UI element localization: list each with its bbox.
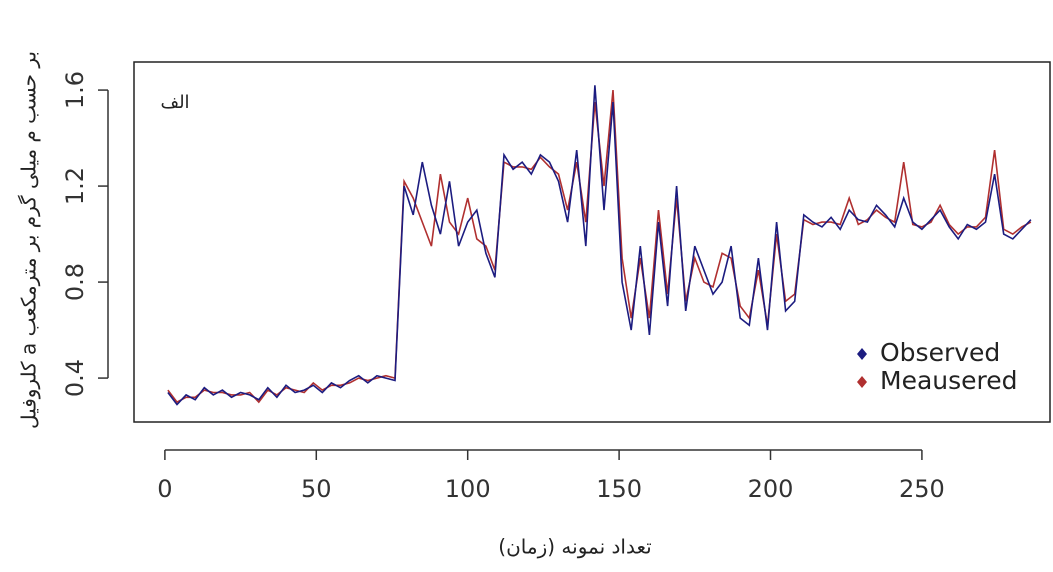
x-tick-label: 150 [596, 475, 642, 503]
y-tick-label: 1.2 [61, 167, 89, 205]
y-axis-title: کلروفیل a بر حسب م میلی گرم بر مترمکعب [17, 51, 41, 429]
legend-label: Meausered [880, 366, 1018, 395]
annotation: الف [160, 92, 189, 113]
x-tick-label: 250 [899, 475, 945, 503]
legend-marker [857, 348, 867, 360]
legend-marker [857, 376, 867, 388]
x-tick-label: 50 [301, 475, 332, 503]
x-axis-title: تعداد نمونه (زمان) [498, 535, 651, 559]
series-line [167, 85, 1032, 406]
legend-label: Observed [880, 338, 1000, 367]
plot-frame [133, 61, 1051, 423]
y-tick-label: 0.8 [61, 263, 89, 301]
x-tick-label: 100 [445, 475, 491, 503]
y-tick-label: 1.6 [61, 71, 89, 109]
x-tick-label: 200 [748, 475, 794, 503]
x-tick-label: 0 [157, 475, 172, 503]
y-tick-label: 0.4 [61, 359, 89, 397]
